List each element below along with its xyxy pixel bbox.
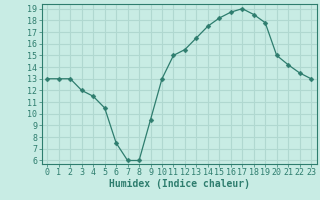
X-axis label: Humidex (Indice chaleur): Humidex (Indice chaleur) bbox=[109, 179, 250, 189]
